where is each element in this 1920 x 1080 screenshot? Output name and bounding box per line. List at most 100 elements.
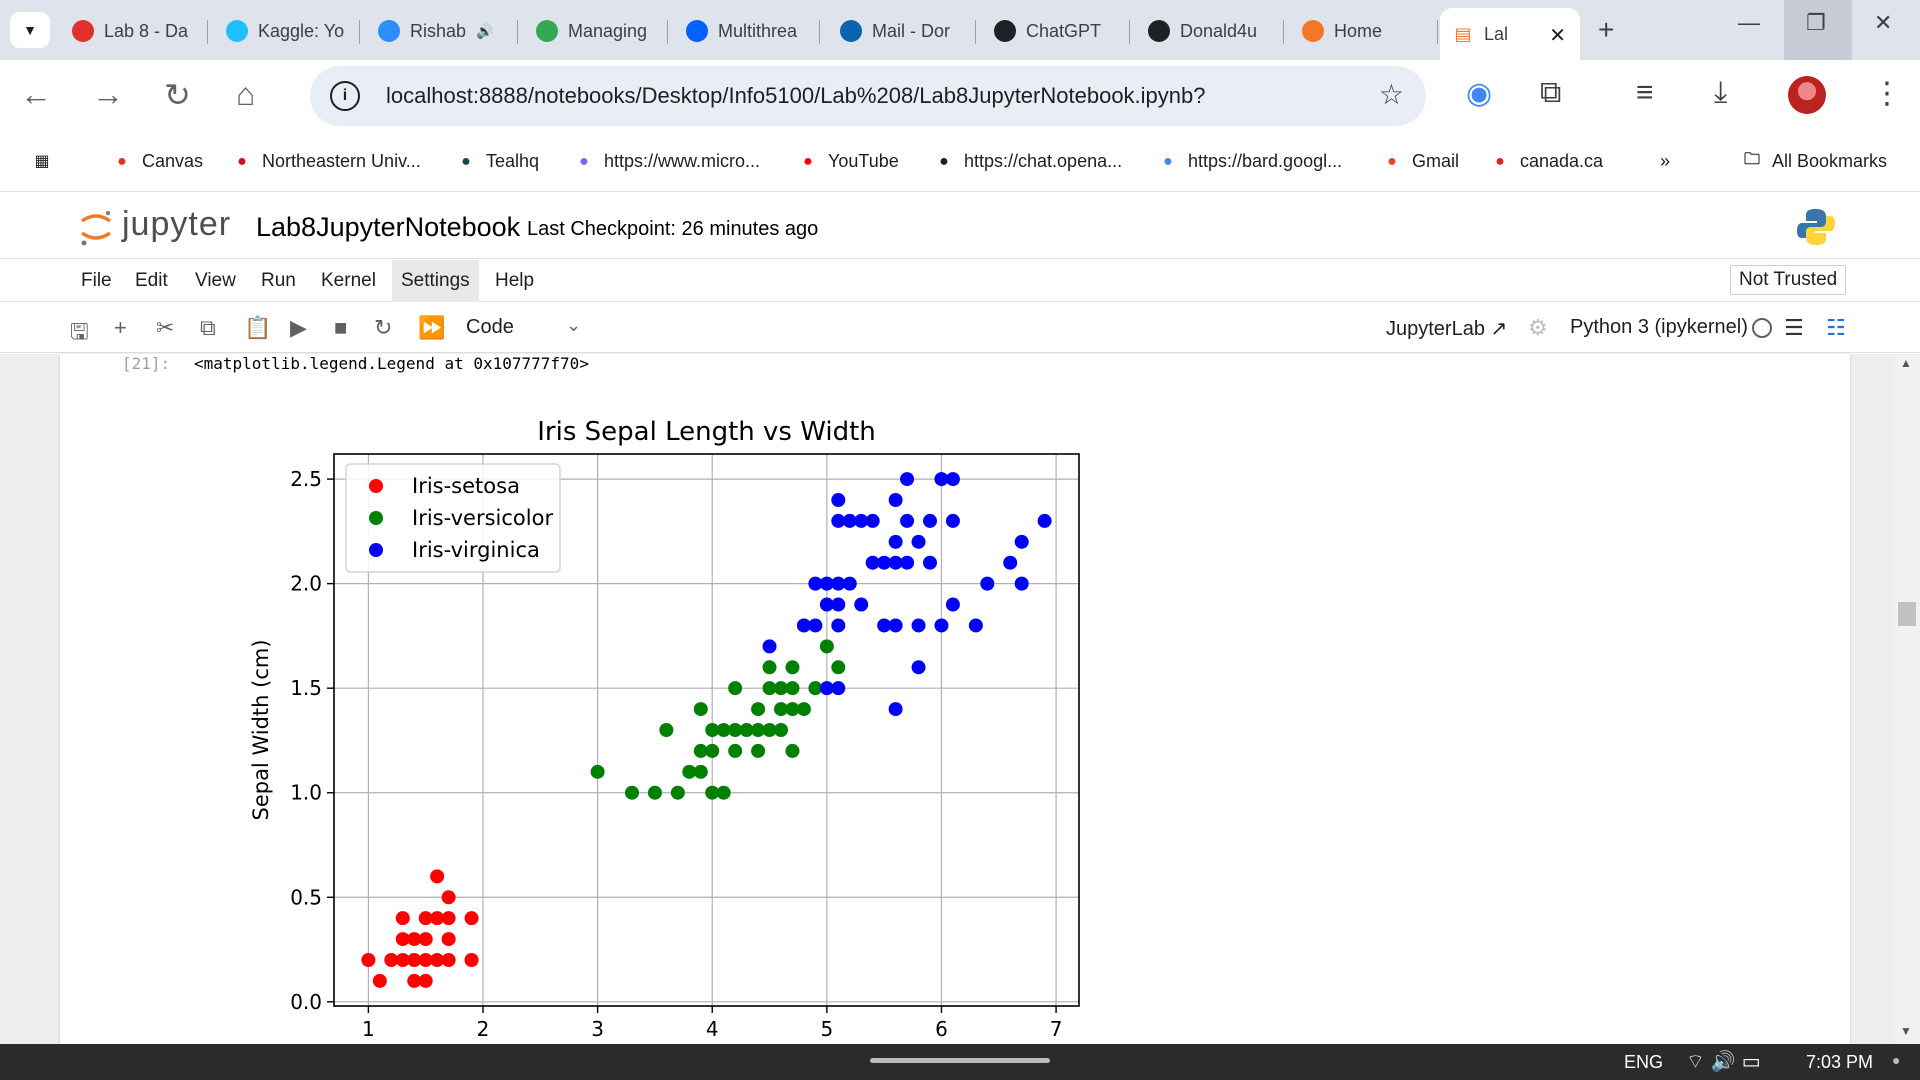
list-icon[interactable]: ☰ — [1784, 315, 1804, 340]
tab-4[interactable]: Managing — [524, 12, 660, 50]
menu-help[interactable]: Help — [495, 270, 535, 291]
menu-edit[interactable]: Edit — [135, 270, 168, 291]
extensions-puzzle-icon[interactable]: ⧉ — [1540, 76, 1562, 109]
volume-icon[interactable]: 🔊 — [1710, 1051, 1742, 1073]
close-tab-icon[interactable]: ✕ — [1549, 25, 1566, 47]
tab-search-chevron-icon[interactable]: ▼ — [10, 12, 50, 48]
tab-3[interactable]: Rishab 🔊 — [366, 12, 510, 50]
run-icon[interactable]: ▶ — [290, 315, 307, 340]
data-point — [774, 723, 788, 737]
data-point — [693, 764, 708, 779]
data-point — [395, 953, 410, 967]
back-icon[interactable]: ← — [20, 76, 52, 112]
jupyter-header: jupyter Lab8JupyterNotebook Last Checkpo… — [0, 193, 1920, 259]
copilot-icon: ● — [579, 152, 589, 170]
wifi-icon[interactable]: ⌔ — [1686, 1051, 1711, 1073]
debugger-icon[interactable]: ⚙ — [1528, 315, 1548, 340]
data-point — [430, 869, 445, 884]
reload-icon[interactable]: ↻ — [164, 77, 191, 113]
paste-icon[interactable]: 📋 — [244, 315, 272, 340]
tab-9[interactable]: Home — [1290, 12, 1430, 50]
save-icon[interactable]: 🖫 — [70, 319, 89, 344]
chevron-down-icon[interactable]: ⌄ — [566, 315, 582, 335]
system-tray-icons[interactable]: ⌔🔊▭ — [1686, 1049, 1767, 1074]
notebook-name[interactable]: Lab8JupyterNotebook — [256, 212, 521, 242]
bookmark-item[interactable]: ● Northeastern Univ... — [232, 151, 421, 172]
open-jupyterlab-link[interactable]: JupyterLab ↗ — [1386, 316, 1507, 341]
kernel-name[interactable]: Python 3 (ipykernel) — [1570, 316, 1748, 338]
tab-6[interactable]: Mail - Dor — [828, 12, 968, 50]
cut-icon[interactable]: ✂ — [156, 315, 175, 340]
taskbar-handle[interactable] — [870, 1058, 1050, 1063]
bookmark-item[interactable]: ● https://bard.googl... — [1158, 151, 1342, 172]
scroll-down-icon[interactable]: ▼ — [1900, 1024, 1912, 1038]
menu-kernel[interactable]: Kernel — [321, 270, 376, 291]
language-indicator[interactable]: ENG — [1624, 1052, 1664, 1072]
audio-playing-icon[interactable]: 🔊 — [476, 22, 494, 39]
minimize-icon[interactable]: — — [1738, 10, 1760, 35]
menu-settings[interactable]: Settings — [392, 260, 479, 302]
window-restore-highlight — [1784, 0, 1852, 60]
tab-1[interactable]: Lab 8 - Da — [60, 12, 200, 50]
battery-icon[interactable]: ▭ — [1741, 1051, 1767, 1073]
profile-avatar[interactable] — [1788, 76, 1826, 114]
menu-file[interactable]: File — [81, 270, 112, 291]
close-window-icon[interactable]: ✕ — [1874, 10, 1893, 35]
trust-indicator[interactable]: Not Trusted — [1730, 265, 1847, 295]
tab-5[interactable]: Multithrea — [674, 12, 812, 50]
site-info-icon[interactable]: i — [330, 81, 360, 111]
bard-icon: ● — [1163, 152, 1173, 170]
menu-kebab-icon[interactable]: ⋮ — [1872, 77, 1902, 110]
menu-run[interactable]: Run — [261, 270, 296, 291]
bookmark-item[interactable]: ● Canvas — [112, 151, 203, 172]
download-icon[interactable]: ⤓ — [1714, 76, 1728, 109]
bookmark-item[interactable]: ● YouTube — [798, 151, 899, 172]
jupyter-logo-icon[interactable] — [78, 207, 114, 247]
restart-icon[interactable]: ↻ — [374, 315, 393, 340]
notification-dot-icon[interactable]: ● — [1892, 1052, 1901, 1068]
data-point — [934, 472, 949, 487]
github-icon — [1148, 20, 1170, 42]
data-point — [625, 785, 639, 800]
apps-grid-icon[interactable]: ▦ — [34, 153, 50, 170]
bookmark-item[interactable]: ● Gmail — [1382, 151, 1459, 172]
tab-active[interactable]: ▤ Lal ✕ — [1440, 8, 1580, 60]
insert-cell-icon[interactable]: + — [114, 315, 127, 340]
y-tick-label: 2.0 — [290, 572, 322, 596]
restore-icon[interactable]: ❐ — [1806, 10, 1826, 35]
media-controls-icon[interactable]: ≡ — [1636, 76, 1654, 109]
scroll-up-icon[interactable]: ▲ — [1900, 356, 1912, 370]
cell-type-select[interactable]: Code — [466, 316, 514, 338]
extension-icon[interactable]: ◉ — [1466, 77, 1493, 110]
scatter-chart: Iris Sepal Length vs Width 1 2 3 4 5 6 7 0.0 0.5 1… — [249, 417, 1080, 1060]
restart-run-all-icon[interactable]: ⏩ — [418, 315, 446, 340]
all-bookmarks-button[interactable]: 🗀 All Bookmarks — [1742, 151, 1887, 172]
copy-icon[interactable]: ⧉ — [200, 315, 216, 340]
new-tab-button[interactable]: + — [1598, 14, 1615, 45]
address-bar[interactable]: i localhost:8888/notebooks/Desktop/Info5… — [310, 66, 1426, 126]
menu-view[interactable]: View — [195, 270, 236, 291]
bookmark-label: Tealhq — [486, 151, 540, 171]
home-icon[interactable]: ⌂ — [236, 76, 256, 112]
data-point — [888, 702, 903, 717]
bookmark-item[interactable]: ● Tealhq — [456, 151, 539, 172]
bookmark-star-icon[interactable]: ☆ — [1378, 79, 1404, 110]
bookmarks-overflow-button[interactable]: » — [1660, 151, 1670, 172]
data-point — [464, 953, 479, 967]
clock[interactable]: 7:03 PM — [1806, 1052, 1874, 1072]
data-point — [441, 911, 456, 926]
data-point — [395, 932, 410, 947]
scrollbar-thumb[interactable] — [1898, 602, 1916, 626]
forward-icon[interactable]: → — [92, 76, 124, 112]
tab-8[interactable]: Donald4u — [1136, 12, 1276, 50]
bookmark-item[interactable]: ● https://chat.opena... — [934, 151, 1122, 172]
interrupt-icon[interactable]: ■ — [334, 315, 348, 340]
tab-2[interactable]: Kaggle: Yo — [214, 12, 352, 50]
tab-7[interactable]: ChatGPT — [982, 12, 1122, 50]
property-inspector-icon[interactable]: ☷ — [1826, 315, 1846, 340]
data-point — [808, 618, 823, 633]
bookmark-item[interactable]: ● canada.ca — [1490, 151, 1603, 172]
scrollbar[interactable] — [1894, 354, 1920, 1044]
url-text[interactable]: localhost:8888/notebooks/Desktop/Info510… — [386, 83, 1206, 108]
bookmark-item[interactable]: ● https://www.micro... — [574, 151, 760, 172]
